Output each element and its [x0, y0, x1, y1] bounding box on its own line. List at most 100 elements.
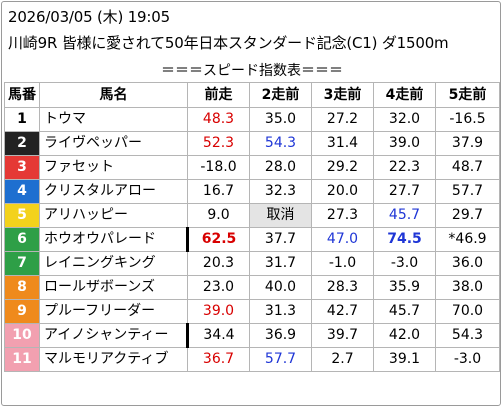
col-header-4sozen: 4走前 — [373, 82, 436, 108]
table-row: 4 クリスタルアロー 16.7 32.3 20.0 27.7 57.7 — [4, 179, 500, 204]
index-cell: 54.3 — [435, 323, 500, 348]
index-cell: 36.7 — [187, 347, 250, 372]
index-cell: -3.0 — [373, 251, 436, 276]
index-cell: 57.7 — [249, 347, 312, 372]
horse-name: マルモリアクティブ — [39, 347, 188, 372]
index-cell: 40.0 — [249, 275, 312, 300]
index-cell: 38.0 — [435, 275, 500, 300]
table-row: 9 プルーフリーダー 39.0 31.3 42.7 45.7 70.0 — [4, 299, 500, 324]
index-cell: 45.7 — [373, 203, 436, 228]
horse-number: 9 — [4, 299, 40, 324]
index-cell: 31.7 — [249, 251, 312, 276]
index-cell: 39.0 — [373, 131, 436, 156]
index-cell: 36.9 — [249, 323, 312, 348]
index-cell: 22.3 — [373, 155, 436, 180]
col-header-2sozen: 2走前 — [249, 82, 312, 108]
index-cell: 39.7 — [311, 323, 374, 348]
horse-number: 3 — [4, 155, 40, 180]
horse-number: 8 — [4, 275, 40, 300]
horse-name: アイノシャンティー — [39, 323, 188, 348]
table-row: 3 ファセット -18.0 28.0 29.2 22.3 48.7 — [4, 155, 500, 180]
index-cell: 31.4 — [311, 131, 374, 156]
index-cell: 42.0 — [373, 323, 436, 348]
table-row: 6 ホウオウパレード 62.5 37.7 47.0 74.5 *46.9 — [4, 227, 500, 252]
table-row: 5 アリハッピー 9.0 取消 27.3 45.7 29.7 — [4, 203, 500, 228]
index-cell: 2.7 — [311, 347, 374, 372]
index-cell: 29.2 — [311, 155, 374, 180]
index-cell: 37.7 — [249, 227, 312, 252]
index-cell: 34.4 — [186, 323, 250, 348]
index-cell: 27.3 — [311, 203, 374, 228]
index-cell: 28.0 — [249, 155, 312, 180]
col-header-bamei: 馬名 — [39, 82, 188, 108]
index-cell: 32.0 — [373, 107, 436, 132]
index-cell: -3.0 — [435, 347, 500, 372]
index-cell-top: 74.5 — [373, 227, 436, 252]
horse-name: レイニングキング — [39, 251, 188, 276]
index-cell-top: 62.5 — [186, 227, 250, 252]
col-header-5sozen: 5走前 — [435, 82, 500, 108]
index-cell: 20.0 — [311, 179, 374, 204]
index-cell: 31.3 — [249, 299, 312, 324]
index-cell: 39.0 — [187, 299, 250, 324]
col-header-zenso: 前走 — [187, 82, 250, 108]
horse-number: 5 — [4, 203, 40, 228]
horse-number: 2 — [4, 131, 40, 156]
index-cell: 37.9 — [435, 131, 500, 156]
table-row: 8 ロールザボーンズ 23.0 40.0 28.3 35.9 38.0 — [4, 275, 500, 300]
index-cell: 16.7 — [187, 179, 250, 204]
table-row: 11 マルモリアクティブ 36.7 57.7 2.7 39.1 -3.0 — [4, 347, 500, 372]
horse-number: 4 — [4, 179, 40, 204]
horse-number: 10 — [4, 323, 40, 348]
index-cell: 27.2 — [311, 107, 374, 132]
index-cell: 32.3 — [249, 179, 312, 204]
speed-index-table: 馬番 馬名 前走 2走前 3走前 4走前 5走前 1 トウマ 48.3 35.0… — [4, 82, 500, 372]
index-cell: *46.9 — [435, 227, 500, 252]
index-cell: 48.7 — [435, 155, 500, 180]
horse-name: トウマ — [39, 107, 188, 132]
index-cell: 35.0 — [249, 107, 312, 132]
horse-number: 11 — [4, 347, 40, 372]
index-cell: 54.3 — [249, 131, 312, 156]
horse-name: クリスタルアロー — [39, 179, 188, 204]
index-cell: -18.0 — [187, 155, 250, 180]
horse-name: ライヴペッパー — [39, 131, 188, 156]
horse-name: アリハッピー — [39, 203, 188, 228]
col-header-3sozen: 3走前 — [311, 82, 374, 108]
horse-number: 7 — [4, 251, 40, 276]
speed-index-subtitle: ＝＝＝スピード指数表＝＝＝ — [161, 63, 343, 79]
index-cell: 9.0 — [187, 203, 250, 228]
horse-name: ホウオウパレード — [39, 227, 188, 252]
horse-name: ロールザボーンズ — [39, 275, 188, 300]
index-cell: 47.0 — [311, 227, 374, 252]
race-datetime: 2026/03/05 (木) 19:05 — [8, 8, 170, 26]
index-cell: 57.7 — [435, 179, 500, 204]
horse-number: 6 — [4, 227, 40, 252]
index-cell: 20.3 — [187, 251, 250, 276]
scratch-cell: 取消 — [249, 203, 312, 228]
index-cell: 39.1 — [373, 347, 436, 372]
index-cell: 45.7 — [373, 299, 436, 324]
index-cell: -16.5 — [435, 107, 500, 132]
index-cell: -1.0 — [311, 251, 374, 276]
col-header-umaban: 馬番 — [4, 82, 40, 108]
index-cell: 48.3 — [187, 107, 250, 132]
table-row: 10 アイノシャンティー 34.4 36.9 39.7 42.0 54.3 — [4, 323, 500, 348]
race-title: 川崎9R 皆様に愛されて50年日本スタンダード記念(C1) ダ1500m — [8, 34, 449, 52]
table-row: 2 ライヴペッパー 52.3 54.3 31.4 39.0 37.9 — [4, 131, 500, 156]
table-row: 1 トウマ 48.3 35.0 27.2 32.0 -16.5 — [4, 107, 500, 132]
table-header-row: 馬番 馬名 前走 2走前 3走前 4走前 5走前 — [4, 82, 500, 108]
index-cell: 70.0 — [435, 299, 500, 324]
index-cell: 28.3 — [311, 275, 374, 300]
horse-name: ファセット — [39, 155, 188, 180]
table-row: 7 レイニングキング 20.3 31.7 -1.0 -3.0 36.0 — [4, 251, 500, 276]
index-cell: 27.7 — [373, 179, 436, 204]
index-cell: 36.0 — [435, 251, 500, 276]
index-cell: 29.7 — [435, 203, 500, 228]
index-cell: 42.7 — [311, 299, 374, 324]
horse-number: 1 — [4, 107, 40, 132]
index-cell: 52.3 — [187, 131, 250, 156]
horse-name: プルーフリーダー — [39, 299, 188, 324]
index-cell: 23.0 — [187, 275, 250, 300]
